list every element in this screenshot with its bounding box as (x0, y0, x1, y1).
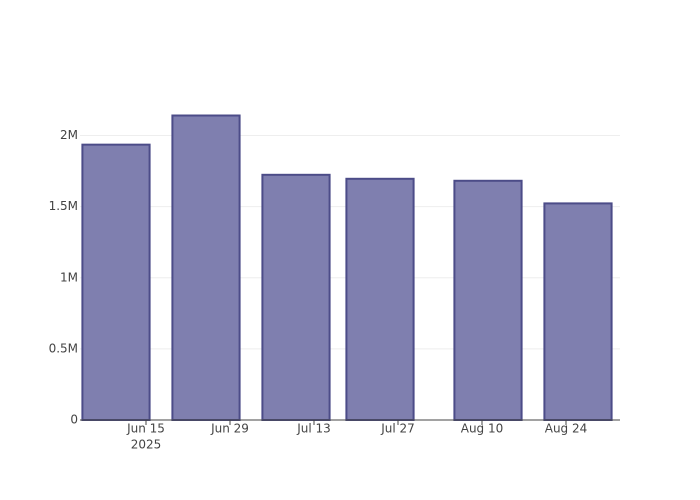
x-tick-label: Aug 10 (461, 422, 504, 436)
y-tick-label: 1M (60, 270, 78, 284)
x-tick-label: Jun 15 (126, 422, 165, 436)
bar (345, 177, 415, 421)
x-tick-label: Aug 24 (545, 422, 588, 436)
bar (81, 143, 151, 421)
bar (171, 114, 241, 421)
bar (453, 179, 523, 421)
y-tick-label: 0 (70, 413, 78, 427)
y-tick-label: 1.5M (49, 199, 78, 213)
x-year-label: 2025 (131, 438, 162, 452)
bar (543, 202, 613, 421)
x-tick-label: Jul 13 (296, 422, 331, 436)
bar (261, 173, 331, 421)
y-tick-label: 0.5M (49, 341, 78, 355)
y-tick-label: 2M (60, 128, 78, 142)
x-tick-label: Jul 27 (380, 422, 415, 436)
x-tick-label: Jun 29 (210, 422, 249, 436)
